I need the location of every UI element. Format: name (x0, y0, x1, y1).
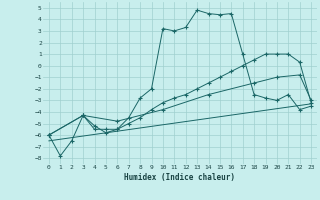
X-axis label: Humidex (Indice chaleur): Humidex (Indice chaleur) (124, 173, 236, 182)
